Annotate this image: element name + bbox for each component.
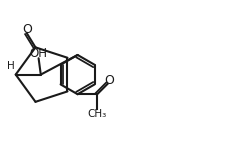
Text: OH: OH bbox=[30, 47, 48, 60]
Text: O: O bbox=[104, 74, 114, 87]
Text: CH₃: CH₃ bbox=[88, 109, 107, 119]
Text: O: O bbox=[22, 23, 32, 36]
Text: H: H bbox=[7, 61, 15, 71]
